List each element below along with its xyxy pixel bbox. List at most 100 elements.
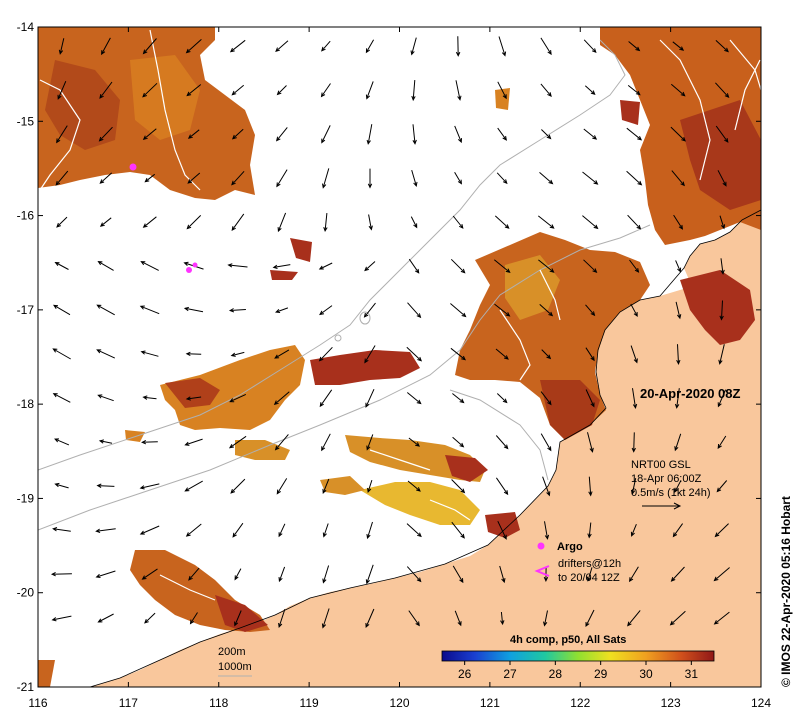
current-arrow — [366, 521, 373, 540]
current-arrow — [452, 436, 465, 448]
current-arrow — [365, 388, 375, 408]
current-arrow — [676, 344, 681, 365]
current-arrow — [588, 476, 593, 497]
current-arrow — [273, 391, 290, 406]
current-arrow — [451, 521, 465, 539]
current-arrow — [630, 303, 638, 317]
current-arrow — [583, 128, 598, 140]
current-arrow — [582, 215, 599, 230]
current-arrow — [278, 523, 286, 538]
current-arrow — [54, 261, 69, 270]
current-arrow — [56, 125, 68, 144]
current-arrow — [406, 346, 423, 362]
colorbar-tick-label: 29 — [594, 667, 608, 681]
current-arrow — [184, 438, 203, 446]
current-arrow — [719, 300, 724, 321]
current-arrow — [584, 85, 596, 95]
current-arrow — [674, 480, 682, 493]
current-arrow — [274, 434, 289, 451]
current-arrow — [583, 39, 597, 54]
current-arrow — [52, 527, 71, 532]
current-arrow — [184, 480, 203, 492]
current-arrow — [234, 568, 242, 581]
lat-tick-label: -18 — [17, 397, 35, 411]
current-arrow — [717, 170, 727, 187]
current-arrow — [322, 478, 330, 494]
current-arrow — [364, 261, 376, 272]
current-arrow — [365, 39, 375, 54]
current-arrow — [670, 566, 685, 582]
current-arrow — [450, 258, 466, 274]
current-arrow — [99, 172, 113, 184]
credit-label: © IMOS 22-Apr-2020 05:16 Hobart — [779, 496, 793, 687]
current-arrow — [144, 173, 156, 183]
colorbar-tick-label: 31 — [685, 667, 699, 681]
current-arrow — [628, 41, 641, 52]
current-arrow — [407, 302, 422, 319]
drifter-label-1: drifters@12h — [558, 558, 621, 570]
colorbar-tick-label: 30 — [639, 667, 653, 681]
current-arrow — [585, 347, 595, 362]
current-arrow — [231, 128, 244, 140]
current-arrow — [227, 263, 248, 268]
current-arrow — [185, 396, 202, 401]
current-arrow — [540, 83, 552, 97]
current-arrow — [630, 524, 637, 537]
current-arrow — [96, 304, 115, 316]
current-arrow — [142, 38, 157, 55]
current-arrow — [585, 304, 596, 317]
current-arrow — [228, 308, 246, 313]
current-arrow — [718, 344, 725, 365]
lat-tick-label: -21 — [17, 680, 35, 694]
current-arrow — [364, 345, 376, 364]
lon-tick-label: 122 — [570, 696, 590, 710]
current-arrow — [455, 36, 461, 57]
current-arrow — [542, 476, 551, 497]
lat-tick-label: -19 — [17, 491, 35, 505]
current-arrow — [366, 124, 373, 145]
current-arrow — [231, 84, 245, 96]
current-arrow — [586, 567, 593, 582]
lat-tick-label: -20 — [17, 586, 35, 600]
colorbar-tick-label: 28 — [549, 667, 563, 681]
current-arrow — [96, 483, 115, 488]
current-arrow — [582, 171, 599, 185]
current-arrow — [55, 170, 69, 186]
current-arrow — [627, 214, 642, 230]
current-arrow — [366, 434, 374, 451]
current-arrow — [630, 477, 637, 496]
current-arrow — [140, 350, 159, 357]
current-arrow — [275, 127, 288, 142]
current-arrow — [183, 306, 204, 313]
current-arrow — [672, 523, 684, 538]
coastline — [89, 209, 761, 687]
current-arrow — [323, 213, 328, 233]
current-arrow — [585, 609, 595, 627]
current-arrow — [52, 393, 71, 403]
current-arrow — [322, 565, 330, 584]
current-arrow — [320, 83, 331, 98]
current-arrow — [538, 259, 555, 273]
current-arrow — [410, 216, 418, 229]
isobath-1000-label: 1000m — [218, 661, 252, 673]
current-arrow — [186, 84, 202, 97]
current-arrow — [494, 215, 510, 229]
current-arrow — [670, 83, 686, 97]
current-arrow — [322, 523, 329, 538]
current-arrow — [406, 392, 422, 405]
current-arrow — [411, 80, 416, 102]
current-arrow — [408, 610, 420, 627]
current-arrow — [272, 264, 291, 269]
current-arrow — [544, 521, 550, 540]
land-mass — [90, 258, 761, 687]
current-arrow — [452, 215, 464, 229]
drifter-legend-icon — [534, 565, 550, 577]
current-arrow — [275, 40, 289, 52]
legend-current-line3: 0.5m/s (1kt 24h) — [631, 487, 710, 499]
current-arrow — [497, 520, 507, 540]
current-arrow — [627, 85, 641, 96]
current-arrow — [455, 80, 462, 101]
current-arrow — [632, 388, 638, 409]
lon-tick-label: 123 — [661, 696, 681, 710]
